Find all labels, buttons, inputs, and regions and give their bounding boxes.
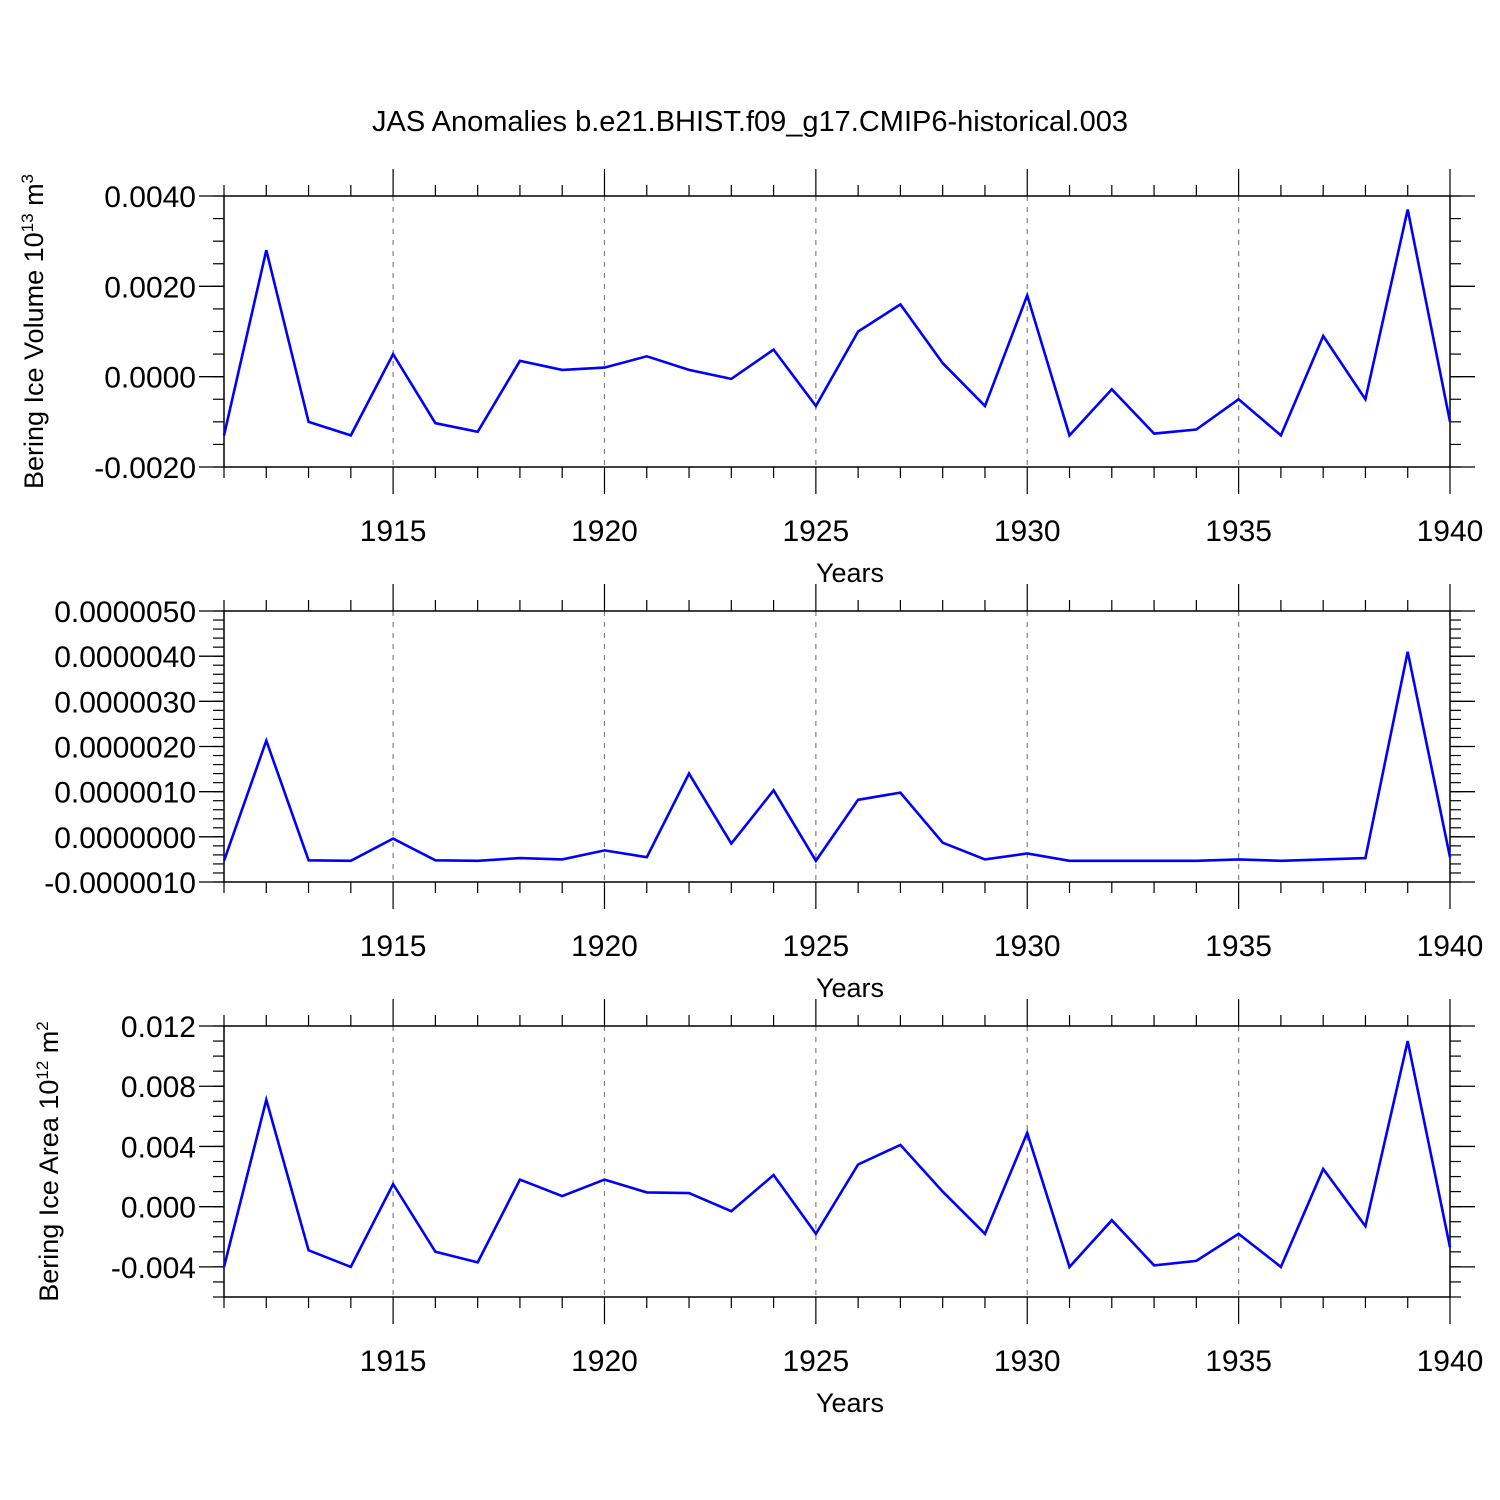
chart-title: JAS Anomalies b.e21.BHIST.f09_g17.CMIP6-…: [372, 106, 1128, 138]
y-axis-title: Bering Ice Area 1012 m2: [33, 1021, 64, 1302]
y-tick-label: 0.0000: [104, 362, 196, 395]
x-tick-label: 1915: [360, 515, 427, 548]
x-tick-label: 1925: [782, 515, 849, 548]
y-tick-label: 0.0000040: [54, 641, 196, 674]
y-tick-label: 0.0000030: [54, 686, 196, 719]
x-tick-label: 1915: [360, 930, 427, 963]
x-tick-label: 1930: [994, 930, 1061, 963]
y-tick-label: 0.0040: [104, 181, 196, 214]
panel-1: -0.0020 0.0000 0.0020 0.0040 1915 1920 1925 193…: [18, 169, 1483, 588]
x-axis-title: Years: [816, 1388, 884, 1418]
y-tick-label: 0.0000050: [54, 596, 196, 629]
y-tick-label: 0.008: [121, 1071, 196, 1104]
x-tick-label: 1935: [1205, 515, 1272, 548]
panel-3: -0.004 0.000 0.004 0.008 0.012 1915 1920 1925 19…: [33, 999, 1483, 1418]
x-tick-label: 1940: [1417, 1345, 1484, 1378]
y-tick-label: -0.004: [111, 1252, 196, 1285]
series-line: [222, 651, 1452, 864]
y-axis-title: Bering Ice Volume 1013 m3: [18, 174, 49, 489]
x-tick-label: 1940: [1417, 515, 1484, 548]
y-tick-label: 0.004: [121, 1131, 196, 1164]
panel-2: -0.0000010 0.0000000 0.0000010 0.0000020 0.0…: [44, 584, 1483, 1003]
x-tick-label: 1920: [571, 515, 638, 548]
y-tick-label: 0.0000010: [54, 777, 196, 810]
x-tick-label: 1915: [360, 1345, 427, 1378]
plot-frame: [223, 195, 1451, 468]
plot-frame: [223, 610, 1451, 883]
x-tick-label: 1920: [571, 1345, 638, 1378]
x-tick-label: 1935: [1205, 930, 1272, 963]
series-line: [222, 209, 1452, 438]
x-axis-title: Years: [816, 558, 884, 588]
y-tick-label: 0.012: [121, 1011, 196, 1044]
x-tick-label: 1940: [1417, 930, 1484, 963]
series-line: [222, 1040, 1452, 1270]
x-tick-label: 1930: [994, 515, 1061, 548]
x-tick-label: 1925: [782, 1345, 849, 1378]
y-tick-label: 0.0000020: [54, 732, 196, 765]
x-tick-label: 1930: [994, 1345, 1061, 1378]
y-tick-label: -0.0000010: [44, 867, 196, 900]
y-tick-label: 0.0020: [104, 271, 196, 304]
y-tick-label: 0.0000000: [54, 822, 196, 855]
x-tick-label: 1935: [1205, 1345, 1272, 1378]
x-axis-title: Years: [816, 973, 884, 1003]
x-tick-label: 1920: [571, 930, 638, 963]
x-tick-label: 1925: [782, 930, 849, 963]
y-tick-label: 0.000: [121, 1192, 196, 1225]
y-tick-label: -0.0020: [94, 452, 196, 485]
